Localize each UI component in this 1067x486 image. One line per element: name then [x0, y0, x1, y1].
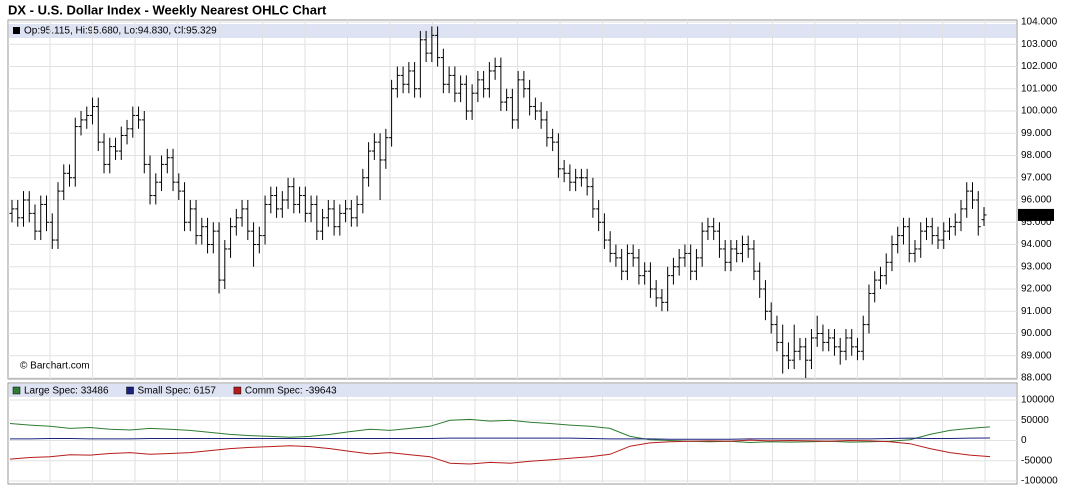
- y-tick-label: 0: [1021, 435, 1027, 446]
- y-tick-label: 94.000: [1021, 239, 1052, 250]
- y-tick-label: 103.000: [1021, 39, 1058, 50]
- legend-swatch: [126, 386, 134, 395]
- last-price-label: 95.329: [1020, 210, 1051, 221]
- y-tick-label: 93.000: [1021, 261, 1052, 272]
- series-line: [10, 437, 991, 440]
- cot-panel: [7, 382, 1018, 485]
- y-tick-label: 101.000: [1021, 83, 1058, 94]
- y-tick-label: -100000: [1021, 476, 1058, 486]
- y-tick-label: 91.000: [1021, 306, 1052, 317]
- legend-label: Large Spec: 33486: [24, 386, 109, 397]
- y-tick-label: 96.000: [1021, 195, 1052, 206]
- y-tick-label: 100.000: [1021, 106, 1058, 117]
- y-tick-label: 92.000: [1021, 284, 1052, 295]
- y-tick-label: 97.000: [1021, 172, 1052, 183]
- y-tick-label: 50000: [1021, 415, 1049, 426]
- legend-swatch: [233, 386, 242, 395]
- y-tick-label: 102.000: [1021, 61, 1058, 72]
- y-tick-label: 98.000: [1021, 150, 1052, 161]
- legend-strip: [9, 384, 1016, 397]
- legend-swatch: [12, 386, 21, 395]
- last-price-tag: [1018, 208, 1054, 221]
- chart-title: DX - U.S. Dollar Index - Weekly Nearest …: [8, 2, 327, 17]
- legend-swatch: [13, 27, 20, 34]
- watermark: © Barchart.com: [20, 361, 90, 372]
- y-tick-label: 88.000: [1021, 373, 1052, 384]
- y-tick-label: -50000: [1021, 455, 1053, 466]
- legend-label: Comm Spec: -39643: [245, 386, 337, 397]
- series-line: [9, 439, 991, 465]
- y-tick-label: 89.000: [1021, 350, 1052, 361]
- legend-label: Small Spec: 6157: [138, 386, 217, 397]
- y-tick-label: 100000: [1021, 395, 1055, 406]
- y-tick-label: 95.000: [1021, 217, 1052, 228]
- y-tick-label: 90.000: [1021, 328, 1052, 339]
- y-tick-label: 99.000: [1021, 128, 1052, 139]
- ohlc-legend: Op:95.115, Hi:95.680, Lo:94.830, Cl:95.3…: [24, 26, 217, 37]
- y-tick-label: 104.000: [1021, 17, 1058, 28]
- legend-strip: [9, 24, 1016, 38]
